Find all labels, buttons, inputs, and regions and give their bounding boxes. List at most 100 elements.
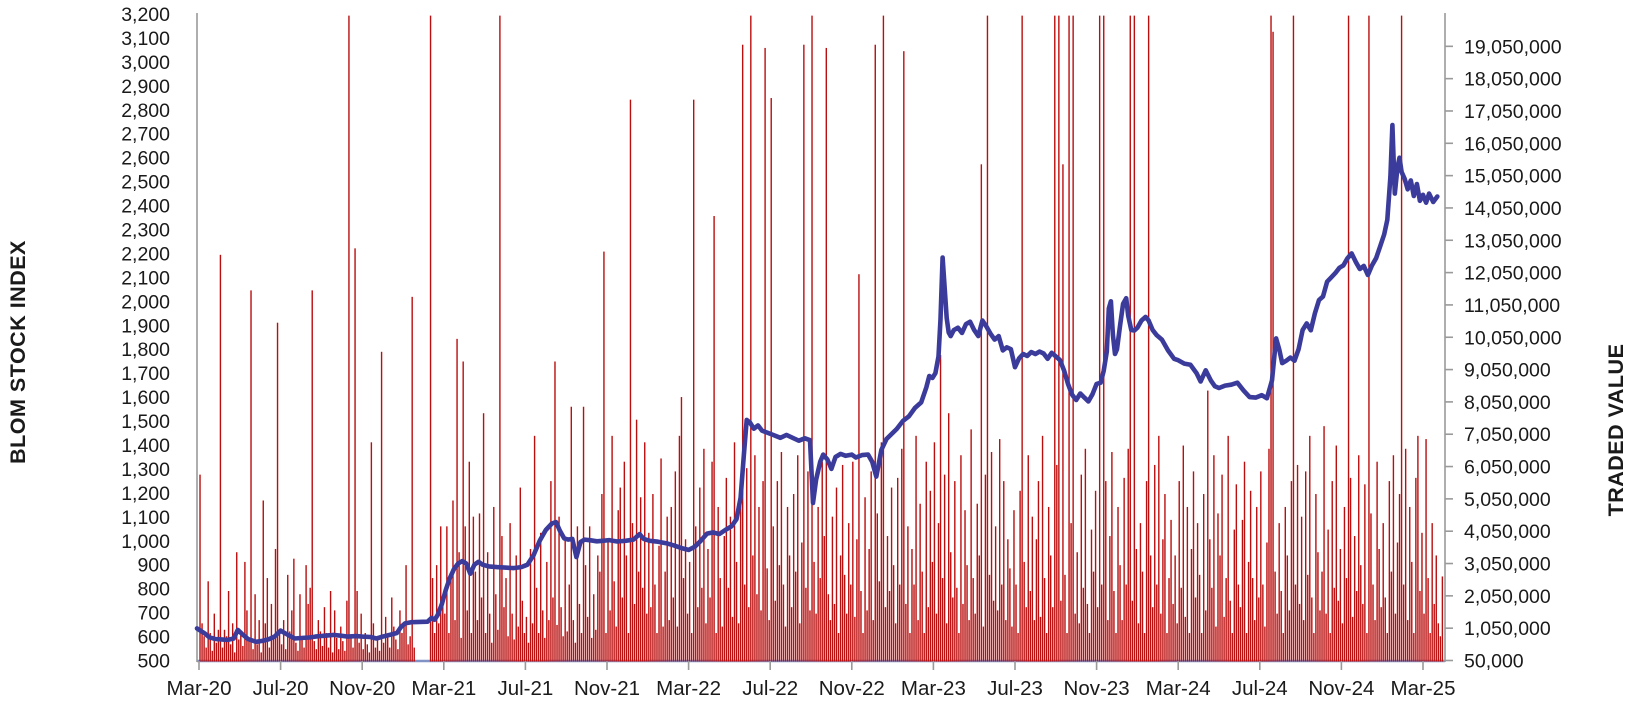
traded-value-bar — [1174, 555, 1176, 662]
traded-value-bar — [527, 642, 530, 662]
traded-value-bar — [735, 561, 738, 662]
traded-value-bar — [1205, 610, 1207, 662]
traded-value-bar — [1317, 552, 1319, 662]
left-axis-label: 1,500 — [121, 411, 170, 433]
traded-value-bar — [462, 361, 464, 662]
left-axis-label: 2,600 — [121, 148, 170, 170]
traded-value-bar — [270, 603, 273, 662]
traded-value-bar — [309, 587, 311, 662]
x-axis-label: Mar-22 — [656, 677, 721, 700]
traded-value-bar — [254, 594, 256, 662]
traded-value-bar — [1182, 445, 1184, 662]
traded-value-bar — [474, 571, 477, 662]
traded-value-bar — [752, 555, 754, 662]
traded-value-bar — [1209, 539, 1211, 662]
traded-value-bar — [1096, 607, 1099, 662]
traded-value-bar — [1302, 620, 1305, 662]
x-axis-ticks — [198, 661, 1424, 670]
traded-value-bar — [1127, 448, 1129, 662]
traded-value-bar — [409, 636, 411, 662]
traded-value-bar — [1231, 633, 1233, 662]
traded-value-bar — [1019, 490, 1021, 662]
traded-value-bar — [1119, 565, 1121, 662]
traded-value-bar — [1170, 519, 1172, 662]
traded-value-bar — [642, 587, 644, 662]
traded-value-bar — [1092, 571, 1095, 662]
traded-value-bar — [285, 649, 287, 662]
traded-value-bar — [1164, 494, 1166, 662]
traded-value-bar — [935, 613, 938, 662]
traded-value-bar — [1360, 565, 1362, 662]
traded-value-bar — [1343, 506, 1346, 662]
traded-value-bar — [1413, 633, 1415, 662]
traded-value-bar — [303, 647, 305, 662]
traded-value-bar — [1429, 633, 1431, 662]
traded-value-bar — [452, 500, 454, 662]
traded-value-bar — [554, 361, 556, 662]
traded-value-bar — [1427, 578, 1429, 662]
traded-value-bar — [1125, 584, 1127, 662]
traded-value-bar — [664, 571, 666, 662]
right-axis-label: 17,050,000 — [1464, 101, 1562, 123]
right-axis-label: 13,050,000 — [1464, 230, 1562, 252]
traded-value-bar — [892, 565, 895, 662]
traded-value-bar — [888, 591, 891, 662]
traded-value-bar — [576, 526, 579, 662]
traded-value-bar — [999, 439, 1001, 662]
traded-value-bar — [1178, 481, 1180, 662]
traded-value-bar — [956, 587, 958, 662]
left-axis-label: 900 — [137, 555, 170, 577]
traded-value-bar — [1145, 481, 1148, 662]
traded-value-bar — [1309, 435, 1311, 662]
left-axis-label: 1,100 — [121, 507, 170, 529]
traded-value-bar — [609, 610, 611, 662]
traded-value-bar — [1041, 435, 1044, 662]
traded-value-bar — [931, 561, 934, 662]
traded-value-bar — [1139, 523, 1142, 662]
traded-value-bar — [458, 552, 460, 662]
traded-value-bar — [1421, 532, 1423, 662]
right-axis-label: 4,050,000 — [1464, 521, 1551, 543]
right-axis-label: 14,050,000 — [1464, 198, 1562, 220]
traded-value-bar — [652, 494, 654, 662]
traded-value-bar — [370, 442, 373, 662]
x-axis-label: Mar-24 — [1146, 677, 1211, 700]
traded-value-bar — [1345, 578, 1348, 662]
traded-value-bar — [211, 650, 213, 662]
traded-value-bar — [203, 636, 205, 662]
traded-value-bar — [1023, 561, 1025, 662]
x-axis-label: Mar-20 — [167, 677, 232, 700]
traded-value-bar — [729, 516, 732, 662]
traded-value-bar — [1086, 603, 1089, 662]
traded-value-bar — [852, 461, 854, 662]
left-axis-label: 2,100 — [121, 267, 170, 289]
traded-value-bar — [499, 15, 501, 662]
traded-value-bar — [1190, 548, 1193, 662]
traded-value-bar — [1282, 633, 1284, 662]
traded-value-bar — [433, 633, 436, 662]
traded-value-bar — [621, 597, 623, 662]
traded-value-bar — [384, 616, 387, 662]
traded-value-bar — [588, 526, 591, 662]
traded-value-bar — [866, 610, 868, 662]
traded-value-bar — [715, 633, 717, 662]
traded-value-bar — [442, 603, 444, 662]
traded-value-bar — [778, 565, 781, 662]
traded-value-bar — [256, 644, 258, 662]
traded-value-bar — [380, 351, 383, 662]
traded-value-bar — [407, 644, 409, 662]
traded-value-bar — [509, 523, 511, 662]
traded-value-bar — [1404, 448, 1407, 662]
traded-value-bar — [672, 597, 674, 662]
traded-value-bar — [1105, 481, 1107, 662]
traded-value-bar — [460, 637, 462, 662]
traded-value-bar — [768, 620, 770, 662]
traded-value-bar — [301, 636, 303, 662]
traded-value-bar — [797, 455, 799, 662]
traded-value-bar — [1131, 600, 1133, 662]
traded-value-bar — [1103, 15, 1105, 662]
traded-value-bar — [690, 633, 693, 662]
traded-value-bar — [1123, 477, 1125, 662]
traded-value-bar — [535, 587, 538, 662]
traded-value-bar — [478, 513, 481, 662]
